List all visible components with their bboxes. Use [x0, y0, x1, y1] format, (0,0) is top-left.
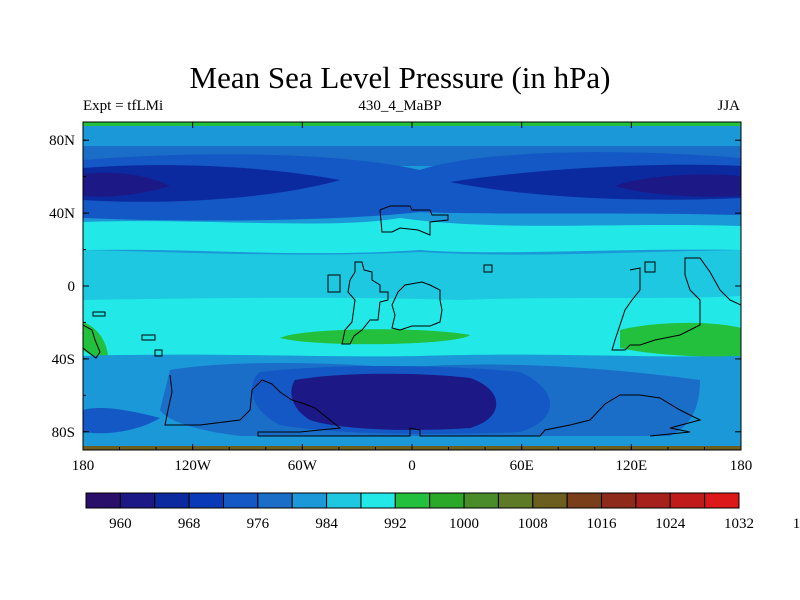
colorbar-label: 1040 [793, 516, 800, 532]
y-tick-label: 80S [52, 425, 75, 441]
colorbar-label: 1024 [655, 516, 686, 532]
colorbar-swatch [222, 492, 259, 509]
colorbar-swatch [85, 492, 121, 509]
season-label: JJA [717, 98, 740, 114]
colorbar-swatch [601, 492, 637, 509]
colorbar-swatch [566, 492, 603, 509]
y-tick-label: 80N [49, 133, 75, 149]
x-tick-label: 120W [174, 458, 212, 474]
y-tick-label: 0 [68, 279, 76, 295]
colorbar-swatch [704, 492, 740, 509]
x-tick-label: 0 [408, 458, 416, 474]
colorbar-label: 1032 [724, 516, 754, 532]
colorbar-swatch [154, 492, 190, 509]
x-tick-label: 60E [510, 458, 534, 474]
colorbar-swatch [257, 492, 293, 509]
pressure-map [83, 122, 741, 450]
colorbar-label: 976 [247, 516, 270, 532]
colorbar-label: 1000 [449, 516, 479, 532]
x-tick-label: 180 [72, 458, 95, 474]
colorbar-label: 1016 [587, 516, 618, 532]
colorbar-swatch [394, 492, 431, 509]
colorbar-swatch [532, 492, 568, 509]
colorbar-swatch [291, 492, 328, 509]
colorbar-label: 968 [178, 516, 201, 532]
colorbar-swatch [497, 492, 534, 509]
x-tick-label: 120E [615, 458, 647, 474]
colorbar-swatch [635, 492, 671, 509]
colorbar-swatch [429, 492, 465, 509]
x-axis: 180 120W 60W 0 60E 120E 180 [72, 122, 753, 474]
colorbar: 960 968 976 984 992 1000 1008 1016 1024 1032 1040 [85, 492, 800, 532]
y-tick-label: 40S [52, 352, 75, 368]
colorbar-label: 1008 [518, 516, 548, 532]
period-label: 430_4_MaBP [358, 98, 442, 114]
colorbar-label: 984 [315, 516, 338, 532]
x-tick-label: 60W [288, 458, 318, 474]
colorbar-swatch [326, 492, 362, 509]
colorbar-label: 992 [384, 516, 407, 532]
colorbar-swatch [360, 492, 396, 509]
x-tick-label: 180 [730, 458, 753, 474]
colorbar-swatch [188, 492, 224, 509]
y-tick-label: 40N [49, 206, 75, 222]
colorbar-label: 960 [109, 516, 132, 532]
experiment-label: Expt = tfLMi [83, 98, 164, 114]
colorbar-swatch [119, 492, 156, 509]
colorbar-swatch [669, 492, 706, 509]
y-axis: 80N 40N 0 40S 80S [49, 133, 741, 441]
chart-title: Mean Sea Level Pressure (in hPa) [189, 60, 611, 95]
colorbar-swatch [463, 492, 499, 509]
